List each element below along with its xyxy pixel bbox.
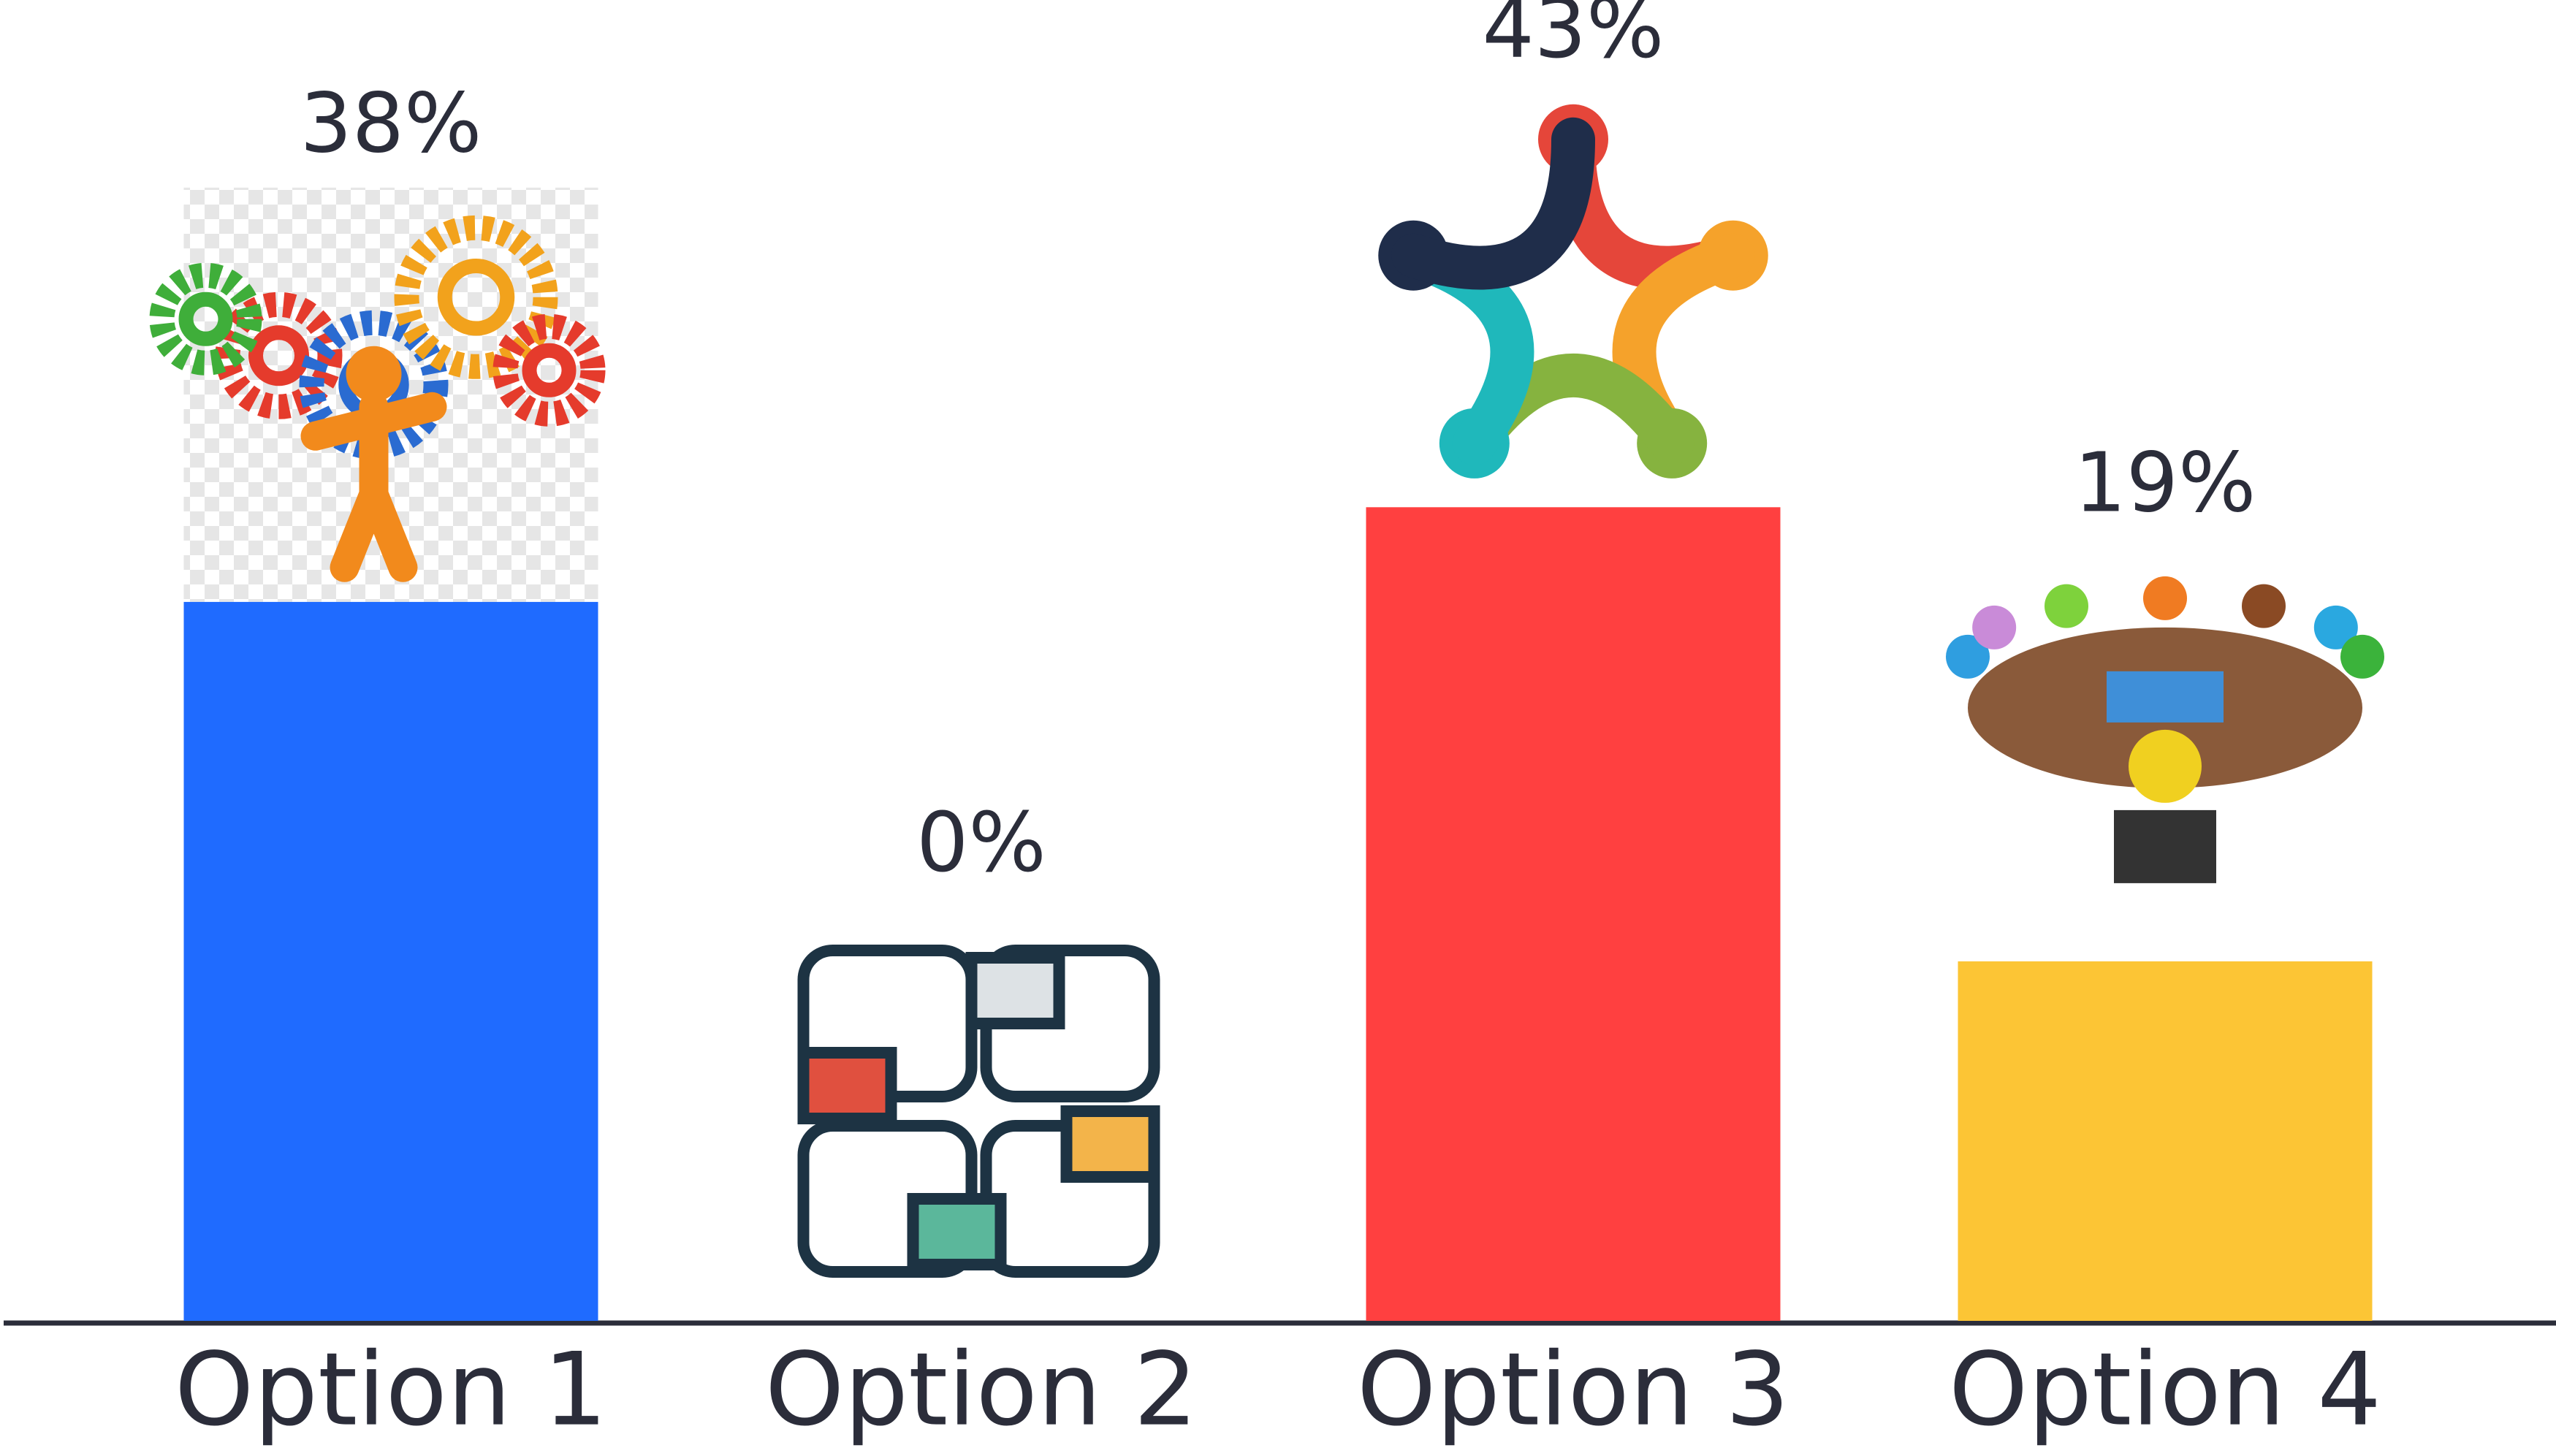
person-arm — [1391, 117, 1595, 290]
cuff — [907, 1193, 1007, 1270]
cuff — [965, 952, 1065, 1029]
x-tick-label: Option 2 — [765, 1331, 1198, 1449]
bar — [1366, 507, 1781, 1321]
gear-hub — [248, 325, 309, 386]
person — [2242, 584, 2286, 628]
person — [2045, 584, 2088, 628]
figure-head — [346, 346, 402, 402]
gear-hub — [178, 291, 233, 346]
illustration — [149, 187, 606, 602]
person — [1972, 605, 2017, 649]
illustration — [1946, 576, 2384, 883]
value-label: 38% — [300, 77, 482, 172]
bar — [1958, 961, 2373, 1321]
value-label: 19% — [2074, 436, 2256, 531]
x-tick-label: Option 4 — [1949, 1331, 2381, 1449]
gear — [394, 215, 558, 379]
person-front — [2129, 729, 2202, 803]
gear-hub — [522, 343, 577, 397]
gear — [149, 262, 262, 376]
cuff — [797, 1047, 897, 1124]
puzzle — [2107, 671, 2224, 723]
x-tick-label: Option 3 — [1357, 1331, 1789, 1449]
bar — [183, 601, 598, 1321]
person — [2313, 605, 2358, 649]
x-tick-label: Option 1 — [175, 1331, 607, 1449]
illustration — [797, 945, 1160, 1278]
person — [2143, 576, 2187, 620]
chair — [2114, 809, 2216, 883]
person — [2340, 634, 2384, 679]
gear-hub — [437, 259, 515, 336]
figure-body — [300, 392, 447, 582]
gear — [492, 313, 606, 427]
person — [1946, 634, 1990, 679]
value-label: 0% — [916, 796, 1046, 891]
value-label: 43% — [1483, 0, 1665, 77]
illustration — [1378, 104, 1768, 479]
cuff — [1060, 1105, 1160, 1183]
